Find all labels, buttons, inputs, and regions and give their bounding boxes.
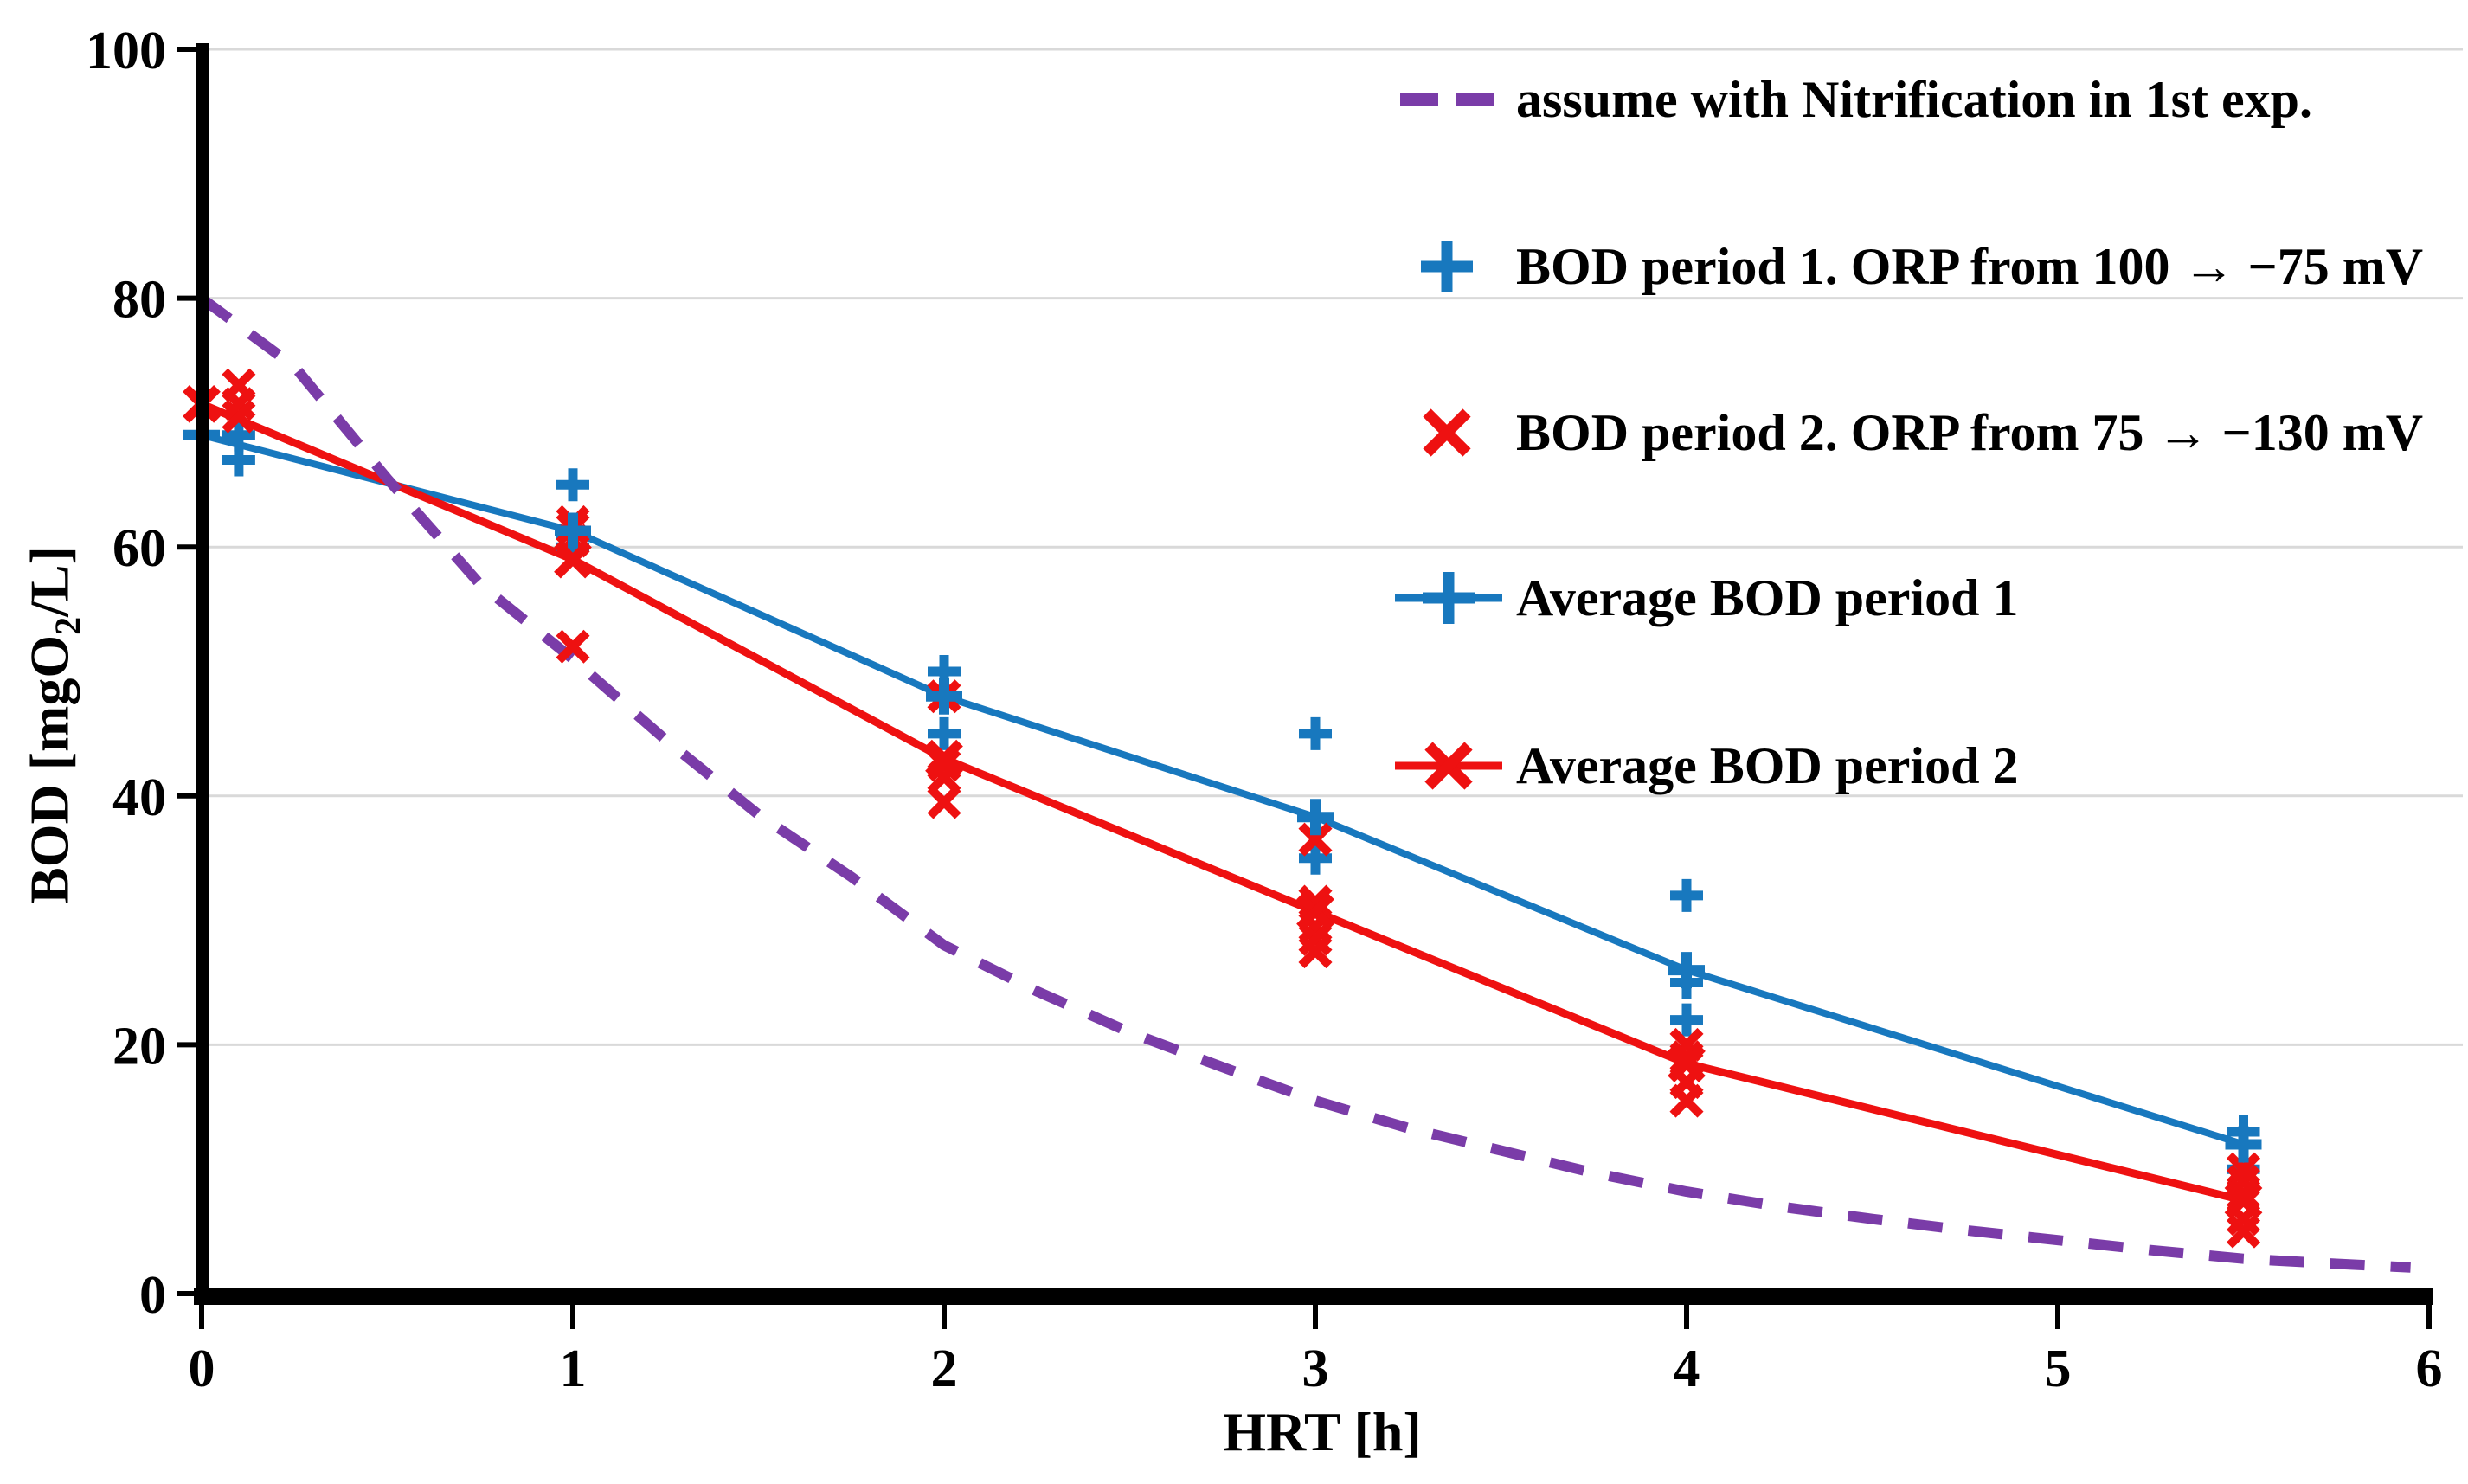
series-markers-bod-period-2 [184,368,2261,1249]
y-tick-label-40: 40 [112,768,166,827]
x-tick-label-4: 4 [1674,1339,1700,1398]
y-axis-title: BOD [mgO2/L] [18,546,90,904]
x-tick-label-6: 6 [2416,1339,2443,1398]
y-tick-label-80: 80 [112,271,166,330]
cross-marker [1668,1044,1706,1082]
y-tick-label-20: 20 [112,1017,166,1076]
series-line-average-bod-period-2 [200,400,2245,1205]
y-tick-label-60: 60 [112,519,166,578]
cross-marker [1298,935,1333,969]
x-tick-label-2: 2 [931,1339,958,1398]
data-markers-layer [183,368,2263,1249]
cross-marker [1298,822,1333,857]
x-axis-title: HRT [h] [1223,1401,1422,1462]
cross-marker [554,540,592,579]
x-tick-label-0: 0 [189,1339,215,1398]
nitrification-curve-layer [198,293,2411,1273]
y-axis-title-text: BOD [mgO [18,634,80,904]
x-tick-label-1: 1 [560,1339,587,1398]
y-tick-label-0: 0 [139,1266,166,1325]
cross-marker [1298,884,1333,919]
cross-marker [927,785,961,819]
x-axis-line [194,1288,2433,1305]
cross-marker [222,399,256,434]
x-tick-label-3: 3 [1302,1339,1329,1398]
y-axis-title-subscript: 2 [48,616,89,635]
y-tick-label-100: 100 [86,22,166,80]
y-axis-title-unit: /L] [18,546,80,617]
cross-marker [2226,1214,2261,1249]
axes [177,43,2433,1329]
series-line-average-bod-period-1 [201,431,2245,1148]
cross-marker [556,629,590,664]
x-tick-label-5: 5 [2045,1339,2072,1398]
cross-marker [2224,1181,2263,1220]
cross-marker [925,739,963,778]
average-lines-layer [200,400,2245,1205]
y-axis-line [196,43,209,1305]
series-line-nitrification [198,293,2411,1273]
cross-marker [1296,892,1334,931]
cross-marker [1669,1083,1704,1118]
